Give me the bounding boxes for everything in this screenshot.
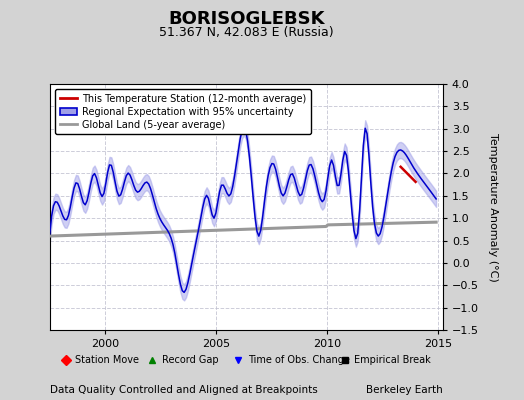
- Text: Time of Obs. Change: Time of Obs. Change: [248, 355, 350, 365]
- Text: BORISOGLEBSK: BORISOGLEBSK: [168, 10, 324, 28]
- Text: Empirical Break: Empirical Break: [354, 355, 431, 365]
- Text: Station Move: Station Move: [75, 355, 139, 365]
- Text: 51.367 N, 42.083 E (Russia): 51.367 N, 42.083 E (Russia): [159, 26, 334, 39]
- Text: Data Quality Controlled and Aligned at Breakpoints: Data Quality Controlled and Aligned at B…: [50, 385, 318, 395]
- Y-axis label: Temperature Anomaly (°C): Temperature Anomaly (°C): [488, 133, 498, 281]
- Legend: This Temperature Station (12-month average), Regional Expectation with 95% uncer: This Temperature Station (12-month avera…: [54, 89, 311, 134]
- Text: Berkeley Earth: Berkeley Earth: [366, 385, 443, 395]
- Text: Record Gap: Record Gap: [162, 355, 219, 365]
